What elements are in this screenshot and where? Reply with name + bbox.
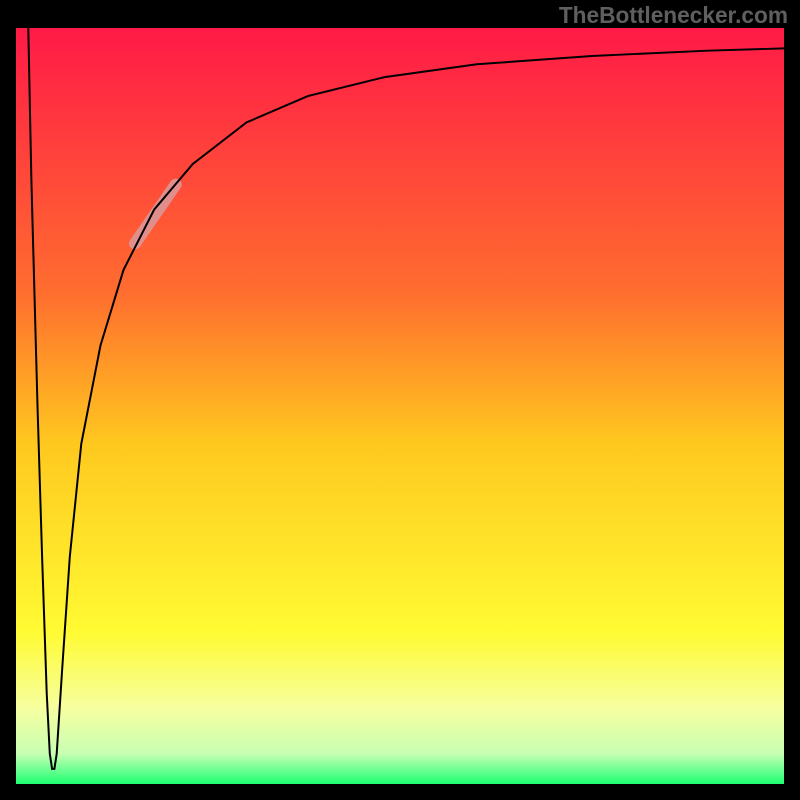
- curve-path: [28, 28, 784, 769]
- attribution-text[interactable]: TheBottlenecker.com: [559, 2, 788, 29]
- bottleneck-curve: [16, 28, 784, 784]
- figure-root: TheBottlenecker.com: [0, 0, 800, 800]
- plot-area: [16, 28, 784, 784]
